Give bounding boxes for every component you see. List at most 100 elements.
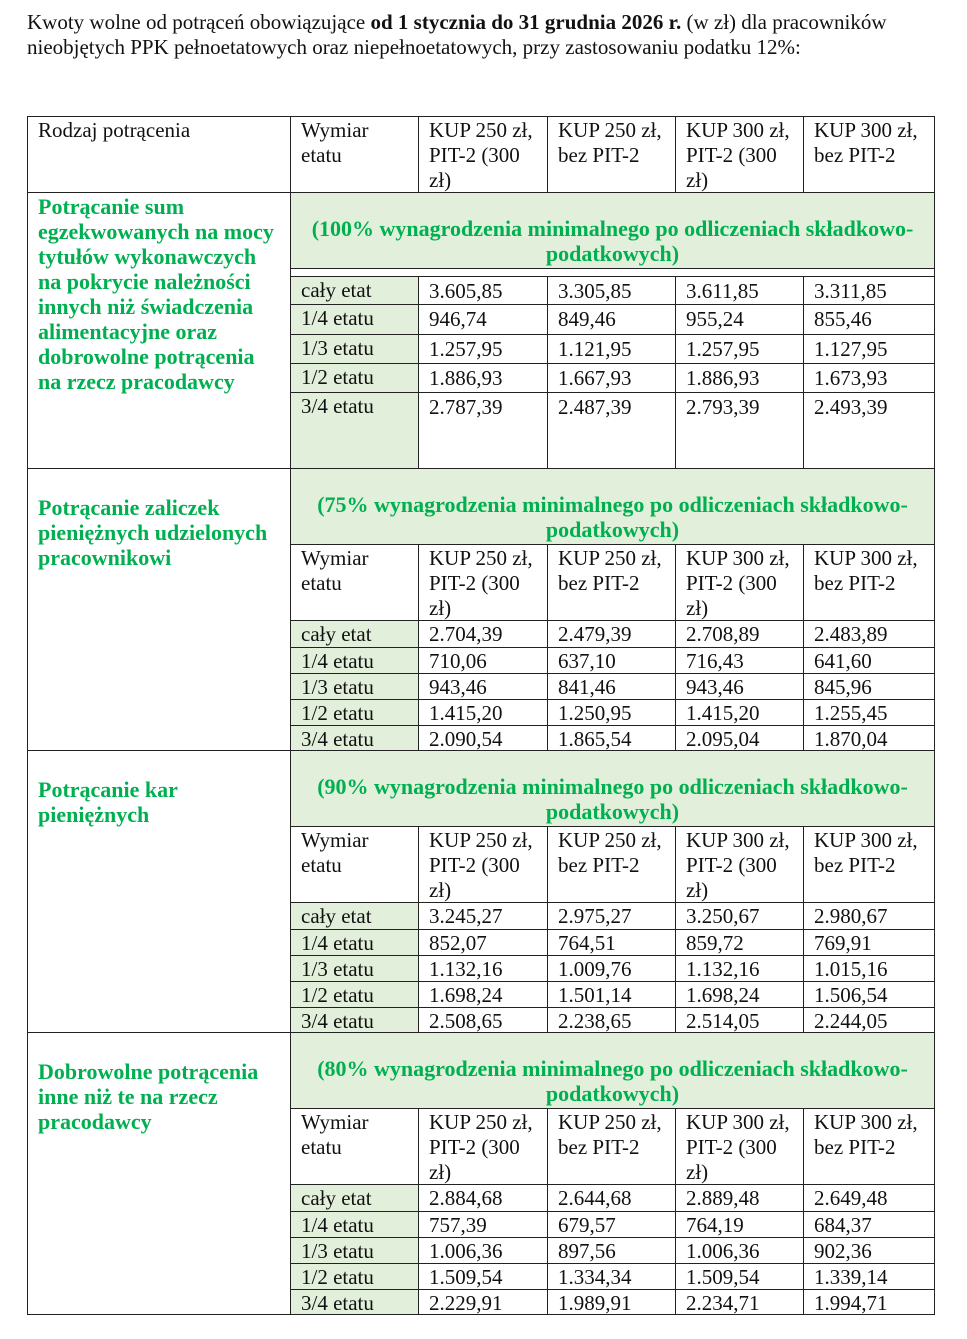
row-label: 1/3 etatu <box>290 1237 419 1264</box>
amount-cell: 1.334,34 <box>547 1263 676 1290</box>
amount-cell: 637,10 <box>547 647 676 674</box>
subheader-column: KUP 250 zł, bez PIT-2 <box>547 826 676 903</box>
amount-cell: 855,46 <box>803 304 935 335</box>
amount-cell: 2.884,68 <box>418 1184 548 1212</box>
amount-cell: 1.257,95 <box>418 334 548 364</box>
header-column: KUP 250 zł, bez PIT-2 <box>547 116 676 193</box>
amount-cell: 955,24 <box>675 304 804 335</box>
amount-cell: 769,91 <box>803 929 935 956</box>
amount-cell: 2.649,48 <box>803 1184 935 1212</box>
intro-text: Kwoty wolne od potrąceń obowiązujące od … <box>27 10 927 60</box>
section-title: Dobrowolne potrącenia inne niż te na rze… <box>27 1032 291 1315</box>
section-banner: (90% wynagrodzenia minimalnego po odlicz… <box>290 750 935 827</box>
amount-cell: 3.311,85 <box>803 276 935 305</box>
amount-cell: 1.006,36 <box>675 1237 804 1264</box>
subheader-column: KUP 300 zł, bez PIT-2 <box>803 544 935 621</box>
row-label: 1/3 etatu <box>290 955 419 982</box>
amount-cell: 1.865,54 <box>547 725 676 751</box>
intro-after: (w zł) dla pracowników nieobjętych PPK p… <box>27 10 887 59</box>
subheader-column: KUP 300 zł, bez PIT-2 <box>803 826 935 903</box>
row-label: cały etat <box>290 902 419 930</box>
amount-cell: 1.886,93 <box>418 363 548 393</box>
row-label: cały etat <box>290 620 419 648</box>
amount-cell: 2.980,67 <box>803 902 935 930</box>
amount-cell: 1.509,54 <box>418 1263 548 1290</box>
amount-cell: 1.415,20 <box>675 699 804 726</box>
section-banner: (75% wynagrodzenia minimalnego po odlicz… <box>290 468 935 545</box>
row-label: 1/2 etatu <box>290 981 419 1008</box>
amount-cell: 1.886,93 <box>675 363 804 393</box>
amount-cell: 2.493,39 <box>803 392 935 469</box>
amount-cell: 2.508,65 <box>418 1007 548 1033</box>
amount-cell: 1.121,95 <box>547 334 676 364</box>
amount-cell: 841,46 <box>547 673 676 700</box>
amount-cell: 2.889,48 <box>675 1184 804 1212</box>
amount-cell: 2.787,39 <box>418 392 548 469</box>
amount-cell: 943,46 <box>418 673 548 700</box>
amount-cell: 1.673,93 <box>803 363 935 393</box>
amount-cell: 852,07 <box>418 929 548 956</box>
amount-cell: 1.015,16 <box>803 955 935 982</box>
amount-cell: 764,19 <box>675 1211 804 1238</box>
amount-cell: 2.238,65 <box>547 1007 676 1033</box>
amount-cell: 2.487,39 <box>547 392 676 469</box>
row-label: 3/4 etatu <box>290 392 419 469</box>
amount-cell: 1.250,95 <box>547 699 676 726</box>
amount-cell: 943,46 <box>675 673 804 700</box>
amount-cell: 1.506,54 <box>803 981 935 1008</box>
amount-cell: 1.127,95 <box>803 334 935 364</box>
amount-cell: 897,56 <box>547 1237 676 1264</box>
amount-cell: 845,96 <box>803 673 935 700</box>
header-column: KUP 300 zł, PIT-2 (300 zł) <box>675 116 804 193</box>
amount-cell: 1.339,14 <box>803 1263 935 1290</box>
amount-cell: 2.483,89 <box>803 620 935 648</box>
amount-cell: 1.415,20 <box>418 699 548 726</box>
header-column: KUP 300 zł, bez PIT-2 <box>803 116 935 193</box>
amount-cell: 1.698,24 <box>675 981 804 1008</box>
amount-cell: 1.870,04 <box>803 725 935 751</box>
amount-cell: 1.994,71 <box>803 1289 935 1315</box>
row-label: 1/4 etatu <box>290 304 419 335</box>
amount-cell: 2.793,39 <box>675 392 804 469</box>
subheader-column: KUP 300 zł, bez PIT-2 <box>803 1108 935 1185</box>
amount-cell: 2.514,05 <box>675 1007 804 1033</box>
row-label: 1/3 etatu <box>290 673 419 700</box>
subheader-column: KUP 250 zł, PIT-2 (300 zł) <box>418 544 548 621</box>
row-label: cały etat <box>290 1184 419 1212</box>
row-label: 1/2 etatu <box>290 699 419 726</box>
amount-cell: 3.605,85 <box>418 276 548 305</box>
amount-cell: 1.009,76 <box>547 955 676 982</box>
subheader-wymiar-etatu: Wymiar etatu <box>290 544 419 621</box>
header-wymiar-etatu: Wymiar etatu <box>290 116 419 193</box>
row-label: 1/3 etatu <box>290 334 419 364</box>
amount-cell: 679,57 <box>547 1211 676 1238</box>
amount-cell: 2.244,05 <box>803 1007 935 1033</box>
section-banner: (80% wynagrodzenia minimalnego po odlicz… <box>290 1032 935 1109</box>
amount-cell: 2.644,68 <box>547 1184 676 1212</box>
amount-cell: 2.229,91 <box>418 1289 548 1315</box>
row-label: 3/4 etatu <box>290 1007 419 1033</box>
row-label: 1/2 etatu <box>290 363 419 393</box>
section-banner: (100% wynagrodzenia minimalnego po odlic… <box>290 192 935 269</box>
row-label: cały etat <box>290 276 419 305</box>
intro-date-range: od 1 stycznia do 31 grudnia 2026 r. <box>370 10 682 34</box>
subheader-wymiar-etatu: Wymiar etatu <box>290 1108 419 1185</box>
amount-cell: 641,60 <box>803 647 935 674</box>
amount-cell: 1.667,93 <box>547 363 676 393</box>
subheader-column: KUP 300 zł, PIT-2 (300 zł) <box>675 1108 804 1185</box>
amount-cell: 1.132,16 <box>418 955 548 982</box>
amount-cell: 3.611,85 <box>675 276 804 305</box>
subheader-column: KUP 300 zł, PIT-2 (300 zł) <box>675 826 804 903</box>
amount-cell: 757,39 <box>418 1211 548 1238</box>
amount-cell: 1.509,54 <box>675 1263 804 1290</box>
section-title: Potrącanie sum egzekwowanych na mocy tyt… <box>27 192 291 469</box>
amount-cell: 684,37 <box>803 1211 935 1238</box>
amount-cell: 710,06 <box>418 647 548 674</box>
row-label: 1/2 etatu <box>290 1263 419 1290</box>
amount-cell: 2.479,39 <box>547 620 676 648</box>
subheader-wymiar-etatu: Wymiar etatu <box>290 826 419 903</box>
amount-cell: 2.704,39 <box>418 620 548 648</box>
amount-cell: 764,51 <box>547 929 676 956</box>
row-label: 3/4 etatu <box>290 725 419 751</box>
amount-cell: 2.095,04 <box>675 725 804 751</box>
